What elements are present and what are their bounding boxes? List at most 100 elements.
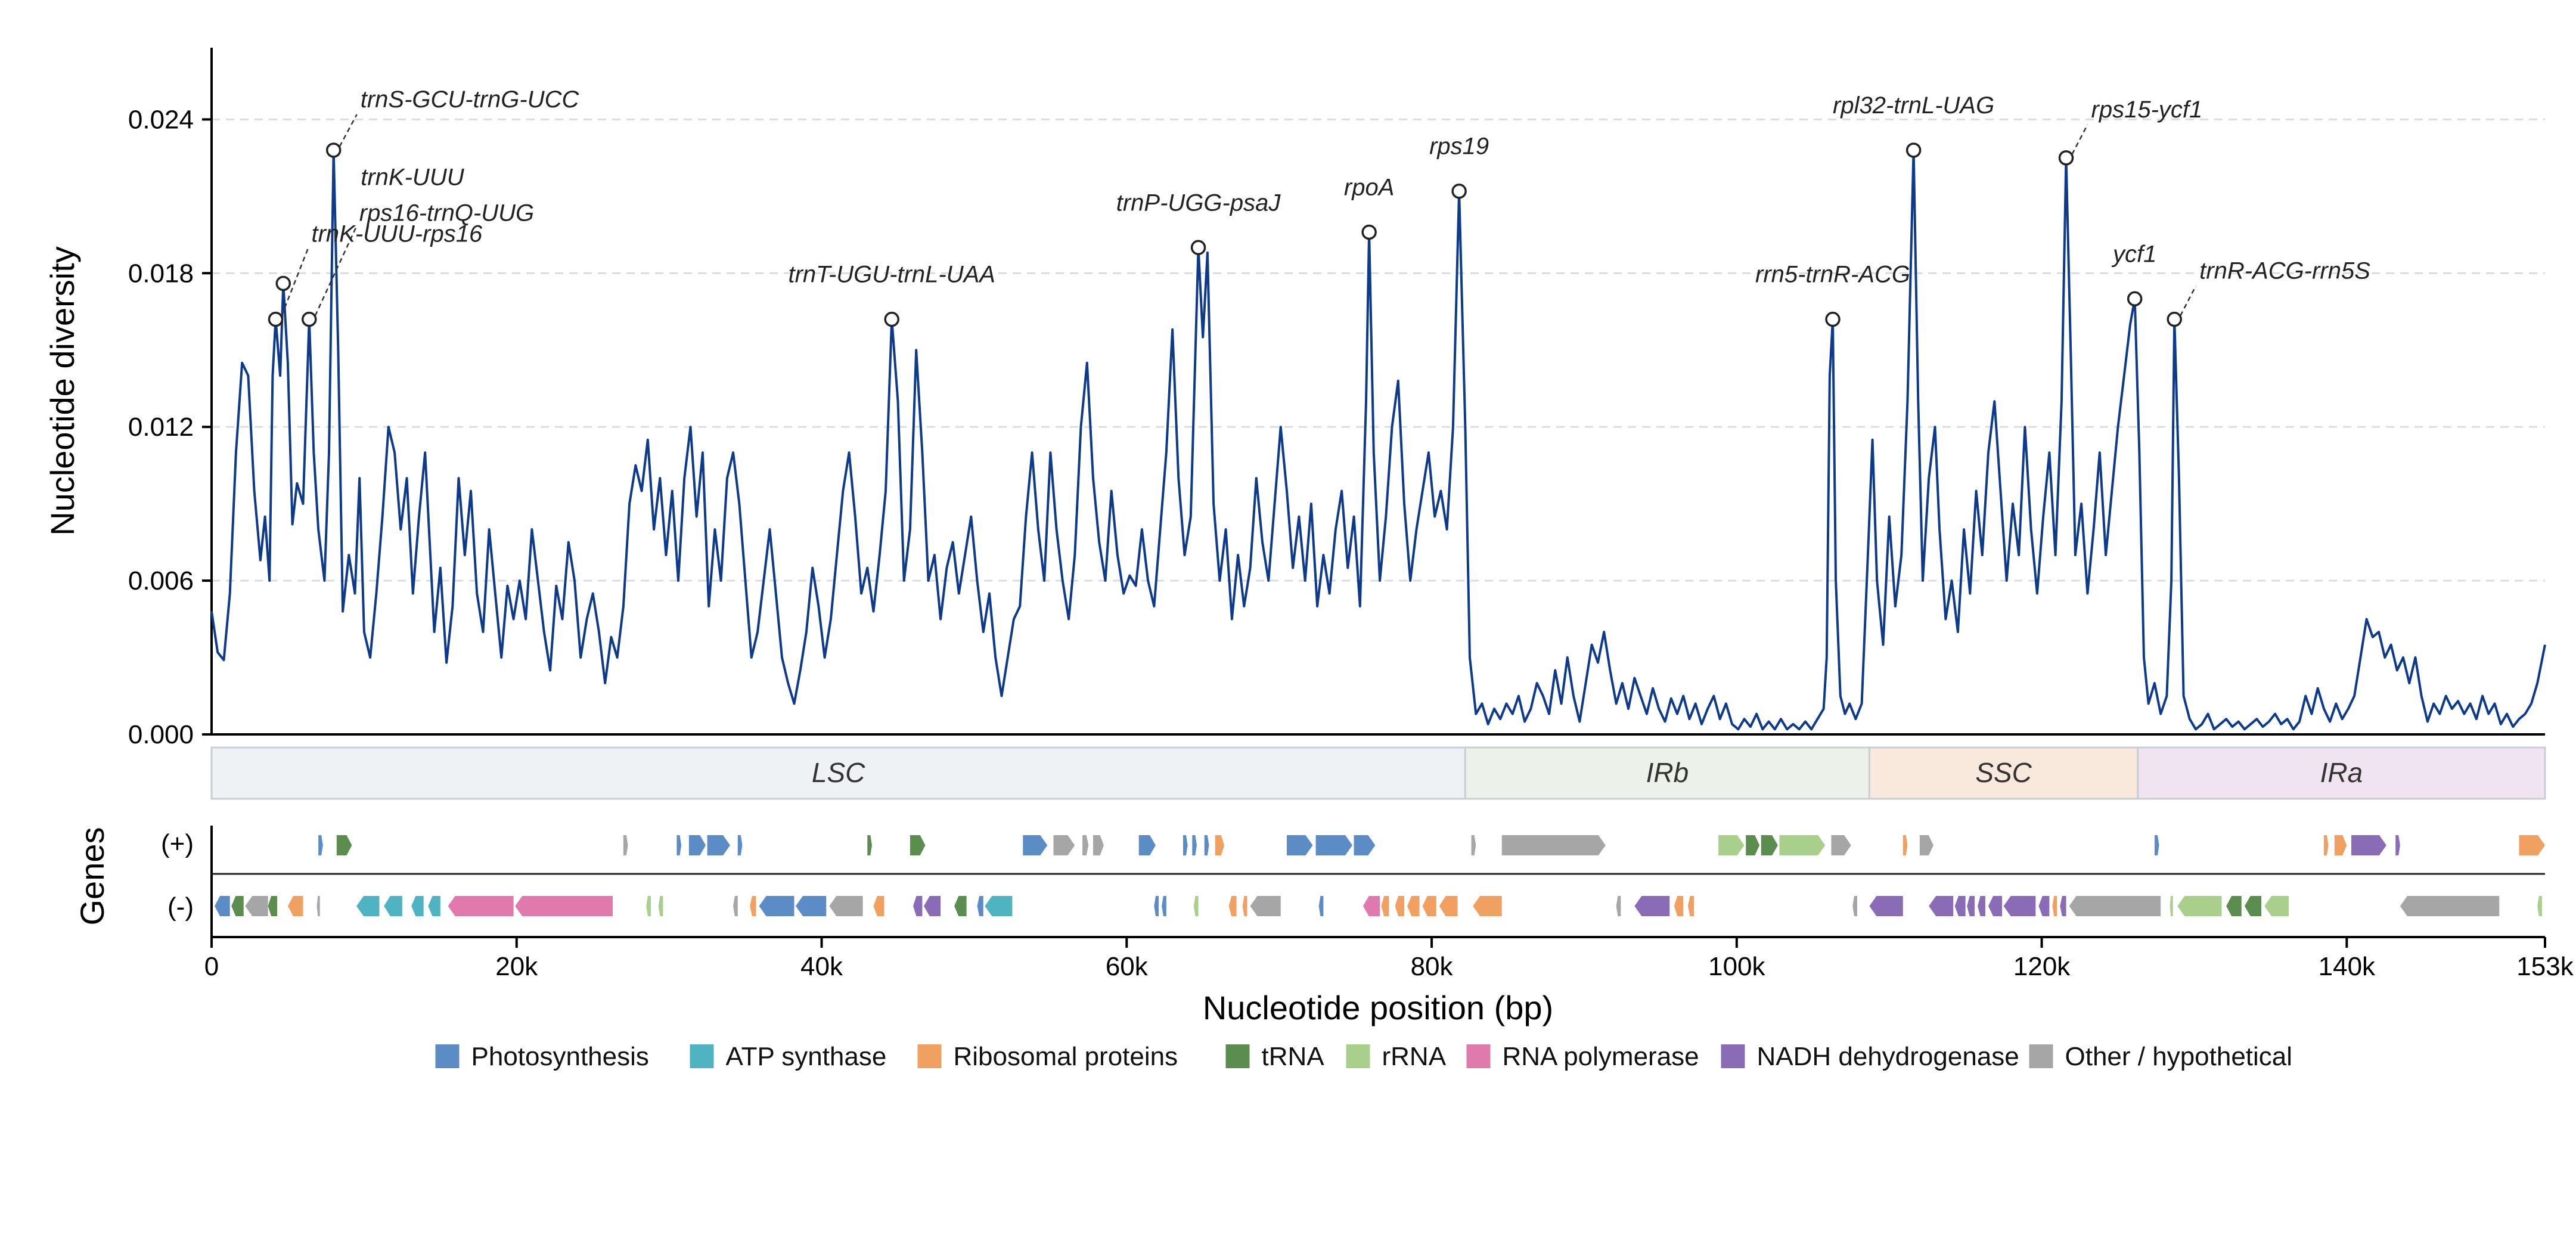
peak-marker <box>302 311 317 327</box>
gene-minus-10 <box>448 896 514 916</box>
gene-minus-26 <box>1162 896 1166 916</box>
gene-minus-22 <box>954 896 967 916</box>
peak-marker <box>325 142 342 158</box>
x-tick-label: 40k <box>800 952 843 981</box>
gene-minus-58 <box>2244 896 2262 916</box>
gene-minus-52 <box>2052 896 2057 916</box>
gene-minus-44 <box>1869 896 1903 916</box>
legend-swatch <box>917 1044 942 1068</box>
legend-label: Ribosomal proteins <box>954 1042 1178 1071</box>
gene-plus-28 <box>1902 835 1908 855</box>
gene-plus-5 <box>707 835 730 855</box>
gene-minus-56 <box>2177 896 2222 916</box>
legend-swatch <box>1721 1044 1745 1068</box>
gene-plus-17 <box>1215 835 1225 855</box>
gene-minus-32 <box>1363 896 1380 916</box>
gene-plus-24 <box>1746 835 1760 855</box>
gene-plus-20 <box>1354 835 1376 855</box>
peak-marker <box>1451 183 1467 199</box>
peak-annotations: trnS-GCU-trnG-UCCtrnK-UUUrps16-trnQ-UUGt… <box>268 86 2370 327</box>
gene-minus-20 <box>913 896 923 916</box>
y-tick-label: 0.000 <box>128 720 194 749</box>
peak-label: rpl32-trnL-UAG <box>1833 92 1994 119</box>
legend-item: NADH dehydrogenase <box>1721 1042 2019 1071</box>
gene-minus-37 <box>1439 896 1458 916</box>
peak-marker <box>1190 240 1206 256</box>
gene-minus-15 <box>750 896 756 916</box>
gene-minus-28 <box>1228 896 1237 916</box>
peak-label: rps19 <box>1429 134 1489 160</box>
x-tick-label: 20k <box>495 952 538 981</box>
gene-plus-19 <box>1315 835 1352 855</box>
y-axis-title: Nucleotide diversity <box>44 246 81 536</box>
peak-label: rps16-trnQ-UUG <box>359 200 534 227</box>
x-tick-label: 100k <box>1708 952 1765 981</box>
gene-minus-8 <box>411 896 424 916</box>
x-tick-label: 80k <box>1411 952 1454 981</box>
gene-plus-15 <box>1192 835 1197 855</box>
gene-minus-61 <box>2537 896 2542 916</box>
peak-label: rrn5-trnR-ACG <box>1755 262 1910 288</box>
peak-marker <box>268 311 284 327</box>
gene-minus-14 <box>733 896 738 916</box>
peak-marker <box>2167 311 2182 327</box>
gene-minus-50 <box>2003 896 2036 916</box>
gene-plus-10 <box>1053 835 1075 855</box>
legend-swatch <box>690 1044 714 1068</box>
gene-plus-25 <box>1761 835 1778 855</box>
peak-label: trnP-UGG-psaJ <box>1116 190 1281 216</box>
gene-plus-27 <box>1831 835 1851 855</box>
peak-marker <box>1825 311 1841 327</box>
peak-marker <box>2058 150 2074 166</box>
peak-label: rps15-ycf1 <box>2091 97 2203 123</box>
gene-minus-24 <box>985 896 1013 916</box>
gene-minus-7 <box>384 896 402 916</box>
legend-item: rRNA <box>1346 1042 1447 1071</box>
x-axis-title: Nucleotide position (bp) <box>1203 989 1553 1026</box>
x-tick-label: 120k <box>2013 952 2071 981</box>
gene-minus-31 <box>1318 896 1324 916</box>
gene-minus-45 <box>1929 896 1954 916</box>
region-box-irb <box>1464 746 1870 800</box>
gene-plus-26 <box>1779 835 1826 855</box>
peak-marker <box>884 311 899 327</box>
gene-minus-19 <box>873 896 884 916</box>
gene-plus-3 <box>676 835 682 855</box>
legend-label: rRNA <box>1382 1042 1447 1071</box>
gene-plus-31 <box>2323 835 2329 855</box>
gene-minus-21 <box>923 896 941 916</box>
y-tick-label: 0.006 <box>128 566 194 596</box>
gene-plus-29 <box>1919 835 1933 855</box>
region-box-lsc <box>210 746 1466 800</box>
gene-minus-17 <box>796 896 827 916</box>
region-label-ira: IRa <box>2320 757 2363 788</box>
peak-label: trnT-UGU-trnL-UAA <box>789 262 995 288</box>
gene-minus-57 <box>2226 896 2242 916</box>
gene-minus-55 <box>2170 896 2173 916</box>
gene-plus-1 <box>336 835 352 855</box>
gene-minus-6 <box>356 896 380 916</box>
legend-item: RNA polymerase <box>1466 1042 1699 1071</box>
gene-minus-46 <box>1954 896 1966 916</box>
legend-item: Photosynthesis <box>435 1042 649 1071</box>
peak-label: ycf1 <box>2111 241 2156 267</box>
gene-plus-16 <box>1204 835 1209 855</box>
gene-minus-27 <box>1193 896 1199 916</box>
gene-plus-12 <box>1093 835 1104 855</box>
legend-swatch <box>1466 1044 1491 1068</box>
region-box-ssc <box>1868 746 2139 800</box>
gene-minus-5 <box>316 896 320 916</box>
gene-minus-9 <box>428 896 440 916</box>
gene-minus-11 <box>515 896 613 916</box>
y-tick-label: 0.024 <box>128 105 194 134</box>
gene-minus-59 <box>2264 896 2289 916</box>
gene-minus-60 <box>2400 896 2500 916</box>
region-bar: LSC IRb SSC IRa <box>210 746 2546 800</box>
gene-minus-18 <box>829 896 863 916</box>
legend-item: tRNA <box>1225 1042 1325 1071</box>
legend-label: tRNA <box>1262 1042 1325 1071</box>
gene-plus-9 <box>1023 835 1048 855</box>
minus-strand-label: (-) <box>167 892 194 922</box>
legend-label: Other / hypothetical <box>2065 1042 2293 1071</box>
gene-minus-3 <box>268 896 278 916</box>
